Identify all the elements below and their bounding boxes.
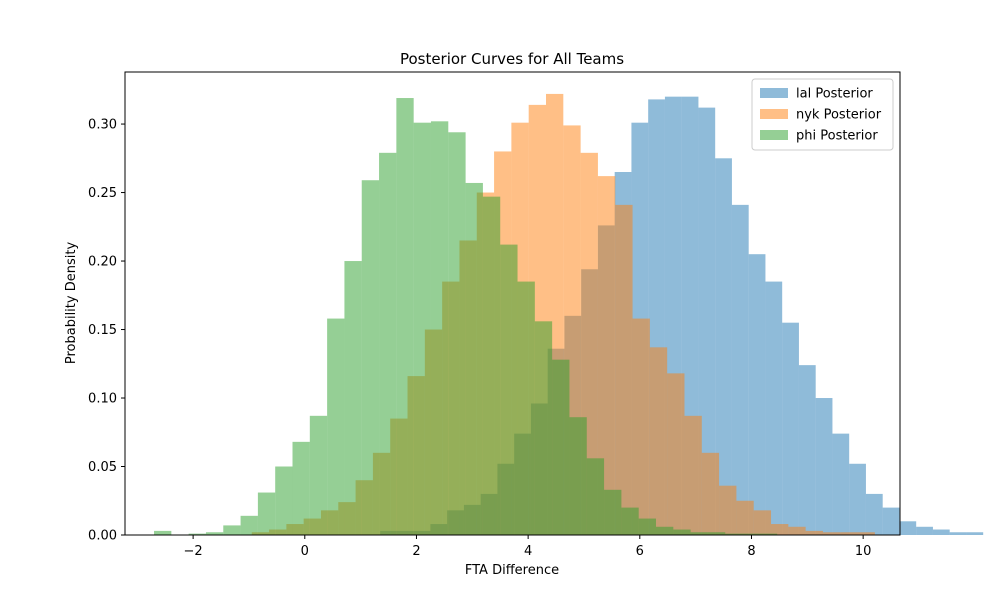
x-tick-label: 6 <box>636 544 644 559</box>
histogram-bar <box>154 530 172 535</box>
histogram-bar <box>448 132 466 535</box>
y-tick-label: 0.00 <box>88 529 117 544</box>
histogram-bar <box>882 507 900 535</box>
histogram-bar <box>240 515 258 535</box>
histogram-bar <box>798 365 816 535</box>
legend-swatch <box>760 130 788 140</box>
histogram-bar <box>865 493 883 535</box>
histogram-bar <box>788 526 806 535</box>
x-tick-label: 0 <box>301 544 309 559</box>
histogram-bar <box>638 518 656 535</box>
histogram-bar <box>649 347 668 535</box>
histogram-bar <box>430 121 449 535</box>
histogram-bar <box>552 359 570 535</box>
histogram-bar <box>534 321 553 535</box>
histogram-bar <box>698 107 716 536</box>
histogram-bar <box>748 254 766 535</box>
histogram-bar <box>188 533 206 535</box>
y-tick-label: 0.25 <box>88 186 117 201</box>
histogram-bar <box>684 415 702 535</box>
histogram-bar <box>361 180 380 535</box>
histogram-bar <box>656 526 674 535</box>
histogram-bar <box>805 530 823 535</box>
histogram-bar <box>482 196 501 535</box>
y-tick-label: 0.10 <box>88 392 117 407</box>
y-tick-label: 0.05 <box>88 460 117 475</box>
legend-label: lal Posterior <box>796 87 873 102</box>
plot-area-frame <box>124 71 901 536</box>
histogram-bar <box>205 532 224 535</box>
histogram-bar <box>840 532 858 535</box>
histogram-bar <box>815 398 833 535</box>
legend-label: phi Posterior <box>796 129 878 144</box>
histogram-bar <box>715 158 732 536</box>
y-axis: 0.00 0.05 0.10 0.15 0.20 0.25 0.30 <box>88 118 125 544</box>
histogram-bar <box>632 318 650 535</box>
histogram-bar <box>932 529 950 535</box>
histogram-bar <box>731 204 749 535</box>
histogram-bar <box>309 415 328 535</box>
x-tick-label: −2 <box>184 544 203 559</box>
histogram-bar <box>413 122 431 536</box>
histogram-bar <box>465 182 483 535</box>
histogram-bar <box>857 532 875 535</box>
histogram-bar <box>765 281 783 535</box>
x-tick-label: 10 <box>855 544 872 559</box>
histogram-bar <box>292 441 310 535</box>
legend-label: nyk Posterior <box>796 108 882 123</box>
x-tick-label: 8 <box>747 544 755 559</box>
histogram-bar <box>753 510 772 535</box>
legend: lal Posterior nyk Posterior phi Posterior <box>751 78 894 151</box>
histogram-bar <box>782 322 799 535</box>
histogram-bar <box>832 433 850 535</box>
histogram-bar <box>822 532 841 535</box>
histogram-bar <box>615 204 633 535</box>
histogram-bar <box>500 244 518 535</box>
histogram-bar <box>701 452 720 535</box>
x-axis: −2 0 2 4 6 8 10 <box>184 535 872 559</box>
histogram-bar <box>257 492 276 535</box>
histogram-bar <box>690 532 708 535</box>
histogram-bar <box>517 281 535 535</box>
histogram-bar <box>379 152 397 535</box>
histogram-bar <box>621 507 639 535</box>
histogram-bar <box>275 466 293 535</box>
histogram-bar <box>725 533 743 535</box>
y-axis-label: Probability Density <box>64 242 79 365</box>
legend-swatch <box>760 88 788 98</box>
histogram-bar <box>771 524 789 535</box>
histogram-bar <box>604 489 622 535</box>
histogram-bar <box>719 485 737 535</box>
chart-title: Posterior Curves for All Teams <box>400 50 624 68</box>
histogram-bar <box>586 458 605 535</box>
histogram-bar <box>849 463 866 535</box>
x-tick-label: 4 <box>524 544 532 559</box>
histogram-bar <box>597 176 616 536</box>
series-2-bars <box>154 98 778 536</box>
histogram-bar <box>327 318 345 535</box>
histogram-bar <box>223 525 241 535</box>
y-tick-label: 0.15 <box>88 323 117 338</box>
histogram-bar <box>742 533 760 535</box>
histogram-bar <box>344 261 362 535</box>
histogram-bar <box>949 532 967 535</box>
y-tick-label: 0.30 <box>88 118 117 133</box>
histogram-bar <box>759 533 778 535</box>
histogram-bar <box>569 417 587 535</box>
x-tick-label: 2 <box>412 544 420 559</box>
y-tick-label: 0.20 <box>88 255 117 270</box>
histogram-bar <box>667 373 685 535</box>
histogram-bars <box>154 93 984 536</box>
histogram-bar <box>899 521 917 535</box>
histogram-bar <box>396 98 414 535</box>
histogram-bar <box>707 532 726 535</box>
histogram-bar <box>966 532 984 535</box>
legend-swatch <box>760 109 788 119</box>
histogram-bar <box>673 529 691 535</box>
histogram-bar <box>916 526 933 535</box>
histogram-bar <box>736 500 754 535</box>
x-axis-label: FTA Difference <box>465 563 559 578</box>
